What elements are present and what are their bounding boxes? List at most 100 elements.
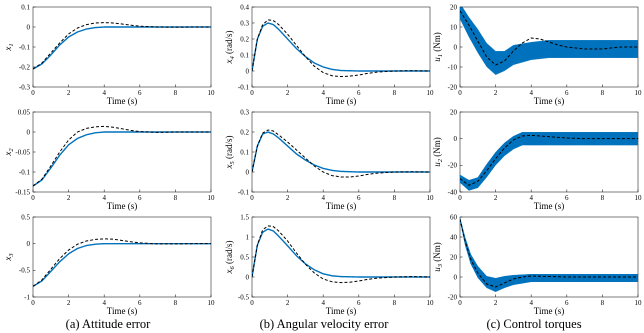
x-tick-label: 6 <box>357 299 361 307</box>
x-tick-label: 2 <box>286 299 290 307</box>
y-tick-label: -0.5 <box>19 267 31 275</box>
x-tick-label: 10 <box>635 194 643 202</box>
x-axis-label: Time (s) <box>107 201 137 211</box>
y-tick-label: -0.3 <box>19 83 31 91</box>
series-line-dashed <box>33 125 211 187</box>
x-tick-label: 6 <box>357 89 361 97</box>
x-tick-label: 0 <box>250 194 254 202</box>
y-tick-label: 0 <box>27 23 31 31</box>
x-tick-label: 6 <box>357 194 361 202</box>
x-tick-label: 0 <box>458 194 462 202</box>
series-line-dashed <box>252 225 430 284</box>
x-tick-label: 10 <box>427 194 435 202</box>
x-tick-label: 2 <box>494 194 498 202</box>
x-tick-label: 0 <box>31 89 35 97</box>
x-tick-label: 6 <box>138 299 142 307</box>
series-line-solid <box>460 132 638 191</box>
plot-area <box>32 216 212 298</box>
x-tick-label: 0 <box>31 194 35 202</box>
y-tick-label: 20 <box>450 108 458 116</box>
y-tick-label: 60 <box>450 213 458 221</box>
y-tick-label: -0.15 <box>15 188 30 196</box>
x-tick-label: 10 <box>208 89 216 97</box>
x-tick-label: 4 <box>102 194 106 202</box>
y-tick-label: 0.05 <box>18 108 31 116</box>
y-tick-label: 0.5 <box>240 253 249 261</box>
plot-area <box>459 111 639 193</box>
series-line-solid <box>252 131 430 173</box>
x-tick-label: 6 <box>565 194 569 202</box>
y-tick-label: -0.1 <box>238 83 250 91</box>
y-axis-label: u2 (Nm) <box>432 137 444 167</box>
y-tick-label: -0.1 <box>238 188 250 196</box>
y-tick-label: 0.2 <box>240 35 249 43</box>
x-tick-label: 8 <box>601 299 605 307</box>
y-tick-label: -40 <box>448 188 458 196</box>
x-tick-label: 10 <box>208 299 216 307</box>
x-tick-label: 4 <box>529 89 533 97</box>
y-tick-label: 0.2 <box>240 128 249 136</box>
y-tick-label: -20 <box>448 162 458 170</box>
y-tick-label: 1.5 <box>240 213 249 221</box>
x-tick-label: 0 <box>458 89 462 97</box>
y-axis-label: x4 (rad/s) <box>224 31 236 65</box>
y-tick-label: -1 <box>24 293 30 301</box>
x-tick-label: 4 <box>529 299 533 307</box>
y-tick-label: -20 <box>448 293 458 301</box>
y-axis-label: x2 <box>3 148 15 157</box>
x-tick-label: 10 <box>635 89 643 97</box>
x-axis-label: Time (s) <box>107 306 137 316</box>
y-tick-label: 0 <box>454 43 458 51</box>
x-tick-label: 0 <box>458 299 462 307</box>
series-line-dashed <box>33 238 211 287</box>
x-tick-label: 4 <box>321 299 325 307</box>
plot-area <box>251 111 431 193</box>
panel-c1: 0 2 4 6 8 10 -20 -10 0 10 20 Time (s) u1 (Nm) <box>432 3 642 106</box>
x-tick-label: 6 <box>565 299 569 307</box>
x-tick-label: 2 <box>67 299 71 307</box>
x-tick-label: 4 <box>102 89 106 97</box>
x-axis-label: Time (s) <box>534 96 564 106</box>
x-axis-label: Time (s) <box>534 201 564 211</box>
panel-c2: 0 2 4 6 8 10 -40 -20 0 20 Time (s) u2 (Nm) <box>432 108 642 211</box>
x-axis-label: Time (s) <box>326 96 356 106</box>
y-tick-label: 1 <box>246 233 250 241</box>
y-tick-label: 0 <box>246 168 250 176</box>
y-tick-label: 0 <box>27 240 31 248</box>
x-tick-label: 2 <box>67 89 71 97</box>
x-axis-label: Time (s) <box>107 96 137 106</box>
caption-angular-velocity-error: (b) Angular velocity error <box>260 317 390 331</box>
y-axis-label: x1 <box>3 43 15 51</box>
series-line-dashed <box>33 22 211 70</box>
y-tick-label: 0 <box>454 135 458 143</box>
x-tick-label: 8 <box>393 194 397 202</box>
plot-area <box>32 111 212 193</box>
y-tick-label: 0 <box>246 273 250 281</box>
y-tick-label: 0.3 <box>240 19 249 27</box>
x-tick-label: 0 <box>250 89 254 97</box>
series-line-dashed <box>252 19 430 78</box>
y-tick-label: 0 <box>454 273 458 281</box>
x-tick-label: 8 <box>174 194 178 202</box>
x-tick-label: 6 <box>138 194 142 202</box>
x-tick-label: 4 <box>102 299 106 307</box>
series-line-solid <box>460 7 638 75</box>
x-tick-label: 2 <box>494 299 498 307</box>
y-tick-label: 0.1 <box>240 51 249 59</box>
x-axis-label: Time (s) <box>326 306 356 316</box>
x-tick-label: 6 <box>565 89 569 97</box>
y-tick-label: -0.5 <box>238 293 250 301</box>
plot-area <box>251 6 431 88</box>
x-tick-label: 10 <box>427 299 435 307</box>
y-tick-label: 0.1 <box>21 3 30 11</box>
x-tick-label: 8 <box>174 89 178 97</box>
x-tick-label: 2 <box>286 194 290 202</box>
panel-a2: 0 2 4 6 8 10 -0.15 -0.1 -0.05 0 0.05 Time (s) x2 <box>3 108 215 211</box>
y-tick-label: 0.4 <box>240 3 249 11</box>
y-tick-label: 40 <box>450 233 458 241</box>
caption-control-torques: (c) Control torques <box>486 317 581 331</box>
x-tick-label: 0 <box>31 299 35 307</box>
